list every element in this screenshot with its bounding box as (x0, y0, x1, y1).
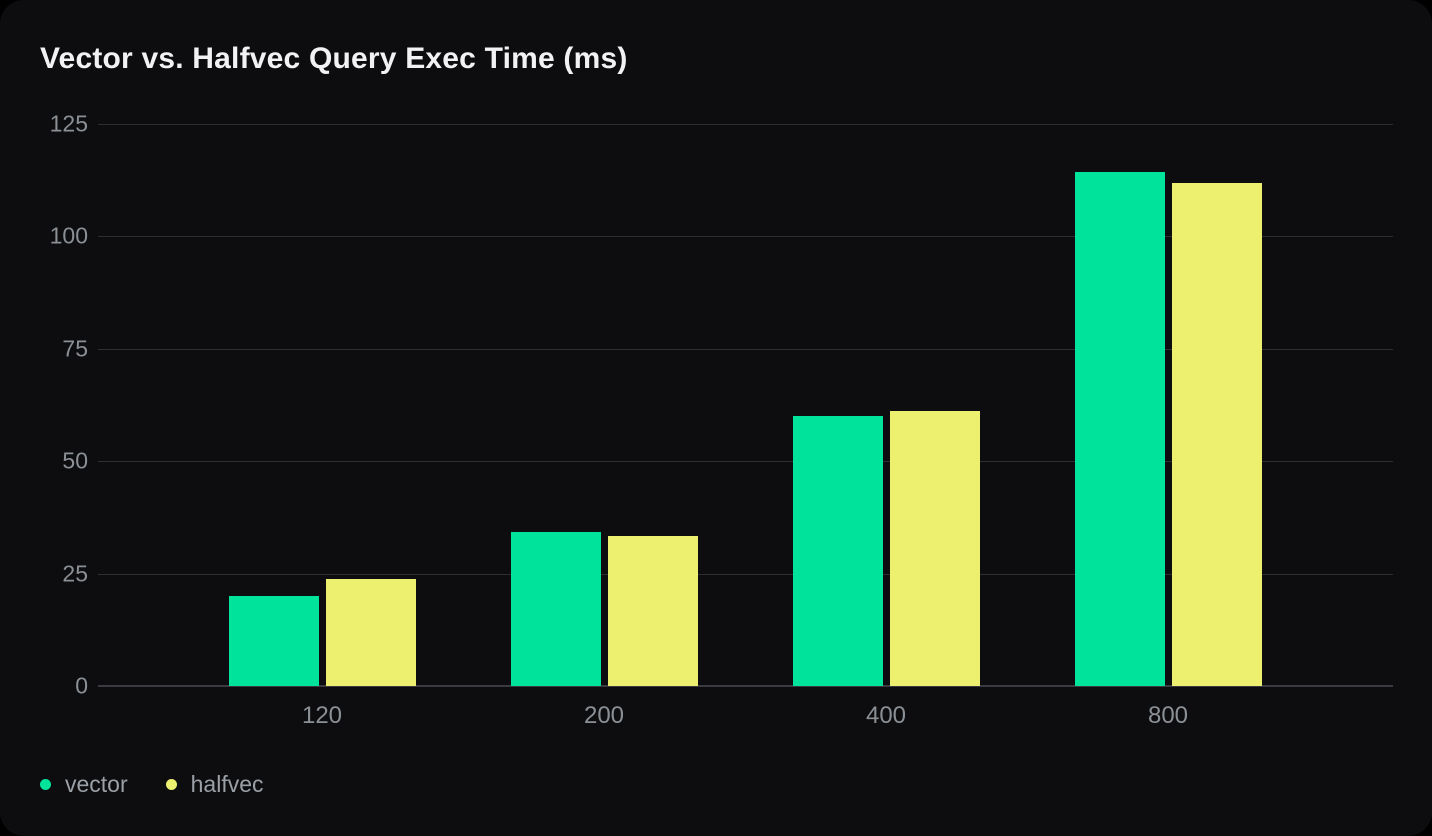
y-axis-tick-50: 50 (62, 447, 88, 474)
y-axis-tick-25: 25 (62, 560, 88, 587)
x-axis-tick-200: 200 (583, 702, 625, 729)
gridline-y-100 (98, 236, 1393, 238)
bar-vector-120[interactable] (228, 596, 319, 686)
gridline-y-125 (98, 124, 1393, 125)
bar-halfvec-400[interactable] (889, 410, 980, 686)
legend-label-vector: vector (65, 771, 128, 797)
bar-vector-200[interactable] (510, 531, 601, 686)
vector-series-dot-icon (40, 779, 51, 790)
legend-item-vector[interactable]: vector (40, 771, 128, 798)
x-axis-tick-120: 120 (301, 702, 343, 729)
x-axis-tick-800: 800 (1147, 702, 1189, 729)
bar-vector-400[interactable] (792, 415, 883, 686)
chart-title: Vector vs. Halfvec Query Exec Time (ms) (40, 42, 628, 75)
bar-halfvec-120[interactable] (325, 578, 416, 686)
bar-vector-800[interactable] (1074, 171, 1165, 686)
gridline-y-0 (98, 685, 1393, 687)
bar-halfvec-200[interactable] (607, 535, 698, 686)
y-axis-tick-125: 125 (49, 110, 88, 137)
legend-item-halfvec[interactable]: halfvec (165, 771, 264, 798)
bar-halfvec-800[interactable] (1171, 182, 1262, 686)
y-axis-tick-75: 75 (62, 335, 88, 362)
y-axis-tick-100: 100 (49, 222, 88, 249)
gridline-y-75 (98, 348, 1393, 350)
y-axis-tick-0: 0 (75, 672, 88, 699)
legend-label-halfvec: halfvec (190, 771, 264, 797)
gridline-y-50 (98, 461, 1393, 463)
chart-legend: vector halfvec (40, 771, 264, 798)
halfvec-series-dot-icon (165, 779, 177, 790)
x-axis-tick-400: 400 (865, 702, 907, 729)
gridline-y-25 (98, 573, 1393, 575)
